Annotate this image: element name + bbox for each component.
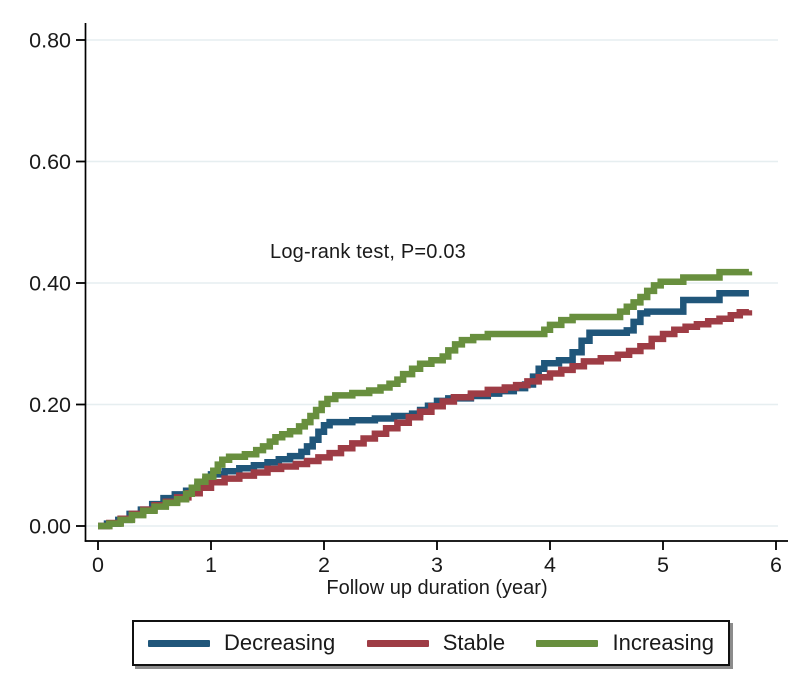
legend-item-decreasing: Decreasing	[148, 630, 335, 656]
y-tick-label: 0.60	[29, 150, 71, 174]
x-tick-label: 4	[544, 553, 556, 577]
stable-line-swatch	[366, 639, 429, 647]
legend-label-decreasing: Decreasing	[224, 630, 336, 655]
x-tick-label: 5	[657, 553, 669, 577]
increasing-line-swatch	[536, 639, 599, 647]
series-line-stable	[98, 308, 753, 530]
x-tick-label: 1	[205, 553, 217, 577]
x-tick-label: 3	[431, 553, 443, 577]
y-tick-label: 0.40	[29, 272, 71, 296]
annotation-logrank: Log-rank test, P=0.03	[270, 241, 466, 263]
y-tick-label: 0.00	[29, 515, 71, 539]
x-tick-label: 6	[770, 553, 782, 577]
y-tick-label: 0.80	[29, 29, 71, 53]
series-line-increasing	[98, 268, 753, 530]
x-tick-label: 2	[318, 553, 330, 577]
y-tick-label: 0.20	[29, 393, 71, 417]
decreasing-line-swatch	[148, 639, 210, 647]
legend-item-stable: Stable	[366, 630, 506, 656]
x-axis-title: Follow up duration (year)	[326, 577, 548, 599]
x-tick-label: 0	[92, 553, 104, 577]
legend-label-stable: Stable	[442, 630, 506, 655]
legend: Decreasing Stable Increasing	[132, 620, 730, 666]
legend-item-increasing: Increasing	[536, 630, 714, 656]
legend-label-increasing: Increasing	[612, 630, 714, 655]
